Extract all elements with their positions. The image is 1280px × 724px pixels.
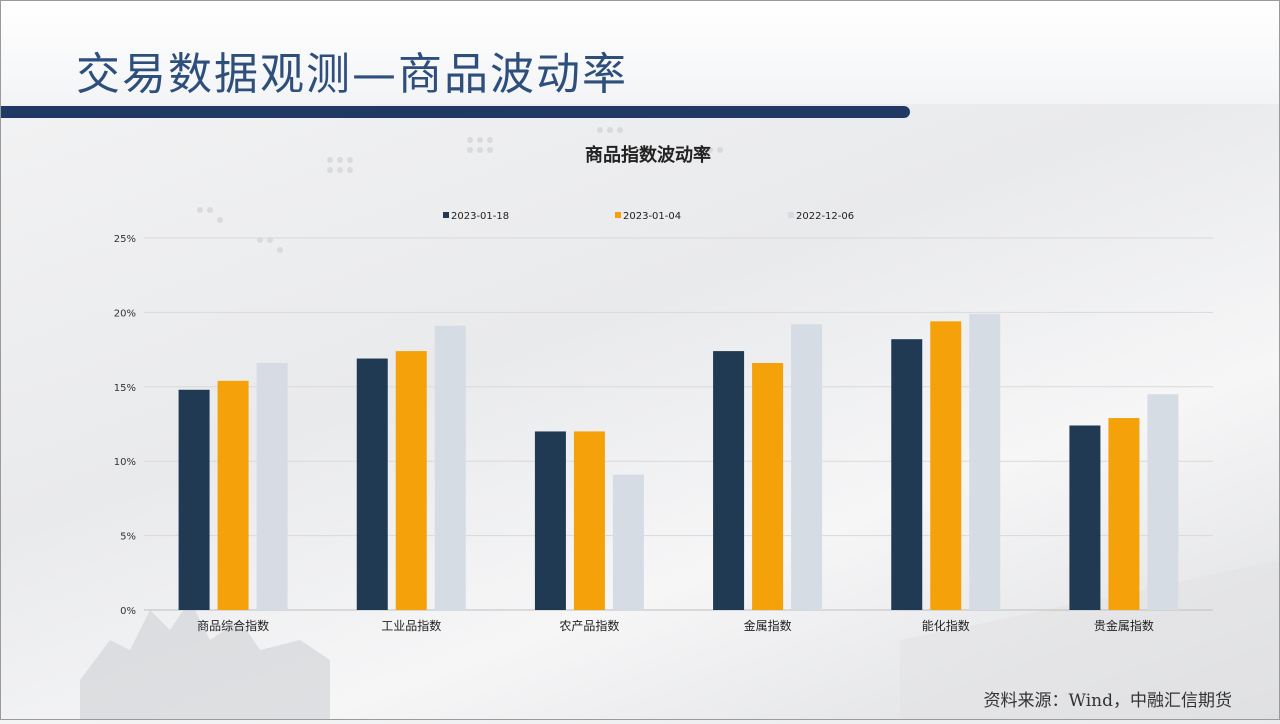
legend-label: 2023-01-04 xyxy=(623,211,681,222)
x-tick-label: 工业品指数 xyxy=(381,618,441,633)
source-note: 资料来源：Wind，中融汇信期货 xyxy=(983,691,1232,711)
bar-1 xyxy=(1069,425,1101,610)
y-tick-label: 10% xyxy=(114,457,136,468)
page-title: 交易数据观测—商品波动率 xyxy=(76,49,628,100)
bar-2 xyxy=(752,362,784,610)
x-tick-label: 商品综合指数 xyxy=(197,618,269,633)
chart-title: 商品指数波动率 xyxy=(585,144,711,166)
legend-label: 2022-12-06 xyxy=(796,211,854,222)
bar-2 xyxy=(217,380,249,610)
y-tick-label: 20% xyxy=(114,308,136,319)
bar-1 xyxy=(178,389,210,610)
header-band xyxy=(0,0,1280,104)
bar-2 xyxy=(395,351,427,610)
legend-label: 2023-01-18 xyxy=(451,211,509,222)
y-tick-label: 25% xyxy=(114,234,136,245)
y-tick-label: 0% xyxy=(120,606,136,617)
legend-swatch xyxy=(615,212,621,218)
bar-3 xyxy=(434,325,466,610)
bar-1 xyxy=(891,339,923,610)
bar-3 xyxy=(1147,394,1179,610)
y-tick-label: 5% xyxy=(120,532,136,543)
x-tick-label: 贵金属指数 xyxy=(1094,618,1154,633)
bar-1 xyxy=(713,351,745,610)
bar-3 xyxy=(256,362,288,610)
bar-3 xyxy=(612,474,644,610)
legend-swatch xyxy=(443,212,449,218)
y-tick-label: 15% xyxy=(114,383,136,394)
x-axis: 商品综合指数 工业品指数 农产品指数 金属指数 能化指数 贵金属指数 xyxy=(197,618,1154,633)
x-tick-label: 农产品指数 xyxy=(559,618,619,633)
bar-2 xyxy=(573,431,605,610)
y-axis: 0% 5% 10% 15% 20% 25% xyxy=(114,234,136,617)
legend-swatch xyxy=(788,212,794,218)
bar-2 xyxy=(930,321,962,610)
bar-3 xyxy=(969,313,1001,610)
x-tick-label: 金属指数 xyxy=(744,618,792,633)
title-bar xyxy=(0,106,910,118)
bar-1 xyxy=(356,358,388,610)
bar-1 xyxy=(534,431,566,610)
chart-legend: 2023-01-18 2023-01-04 2022-12-06 xyxy=(443,211,854,222)
bar-3 xyxy=(791,324,823,610)
bars xyxy=(178,313,1179,610)
grid-lines xyxy=(144,237,1213,611)
x-tick-label: 能化指数 xyxy=(922,618,970,633)
bar-2 xyxy=(1108,418,1140,610)
